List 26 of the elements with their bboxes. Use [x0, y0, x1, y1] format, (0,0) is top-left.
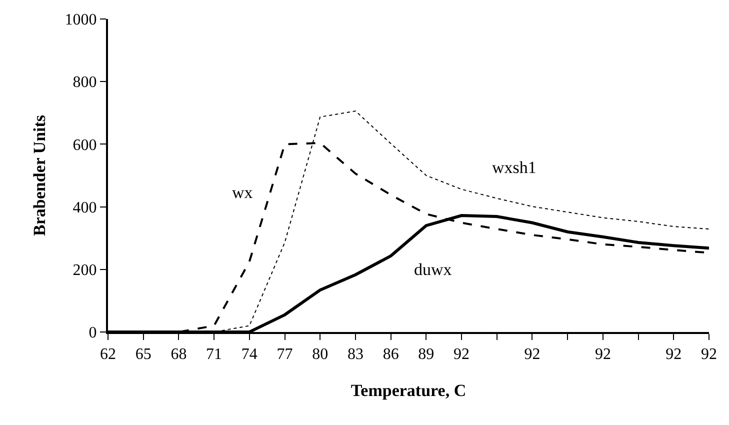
y-tick-label: 0: [88, 324, 97, 342]
y-tick-label: 400: [72, 199, 97, 216]
y-tick-label: 800: [72, 74, 97, 92]
x-tick-label: 62: [100, 346, 116, 364]
y-tick-label: 600: [72, 136, 97, 154]
x-tick-label: 92: [454, 346, 470, 364]
x-tick-label: 71: [206, 346, 222, 364]
y-tick-label: 1000: [64, 12, 97, 29]
x-axis-title: Temperature, C: [350, 381, 466, 400]
x-tick-label: 80: [312, 346, 328, 364]
x-tick-label: 68: [170, 346, 187, 364]
x-tick-label: 77: [276, 346, 293, 364]
x-tick-label: 83: [347, 346, 364, 364]
x-tick-label: 65: [135, 346, 152, 364]
x-tick-label: 92: [666, 346, 682, 364]
x-tick-label: 92: [701, 346, 717, 364]
series-label: wxsh1: [492, 158, 536, 177]
x-tick-label: 89: [418, 346, 434, 364]
y-axis-title: Brabender Units: [30, 114, 49, 236]
series-label: wx: [232, 183, 254, 202]
x-tick-label: 92: [524, 346, 540, 364]
x-tick-label: 92: [594, 346, 611, 364]
x-tick-label: 86: [382, 346, 399, 364]
series-label: duwx: [414, 260, 452, 279]
y-tick-label: 200: [72, 262, 97, 279]
x-tick-label: 74: [241, 346, 258, 364]
